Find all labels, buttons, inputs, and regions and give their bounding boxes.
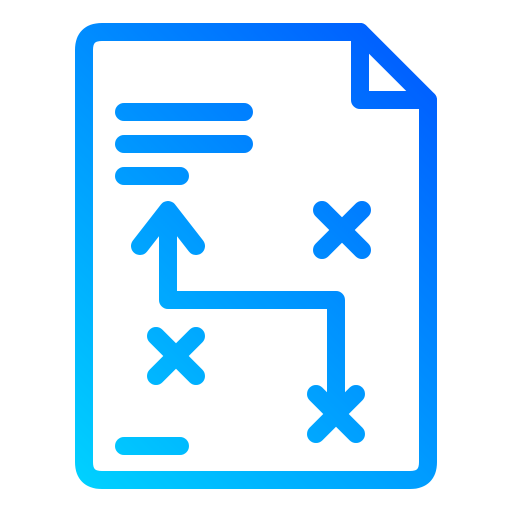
x-mark-icon	[322, 210, 362, 250]
header-lines	[124, 112, 244, 176]
x-mark-icon	[156, 336, 196, 376]
strategy-document-icon	[0, 0, 512, 512]
